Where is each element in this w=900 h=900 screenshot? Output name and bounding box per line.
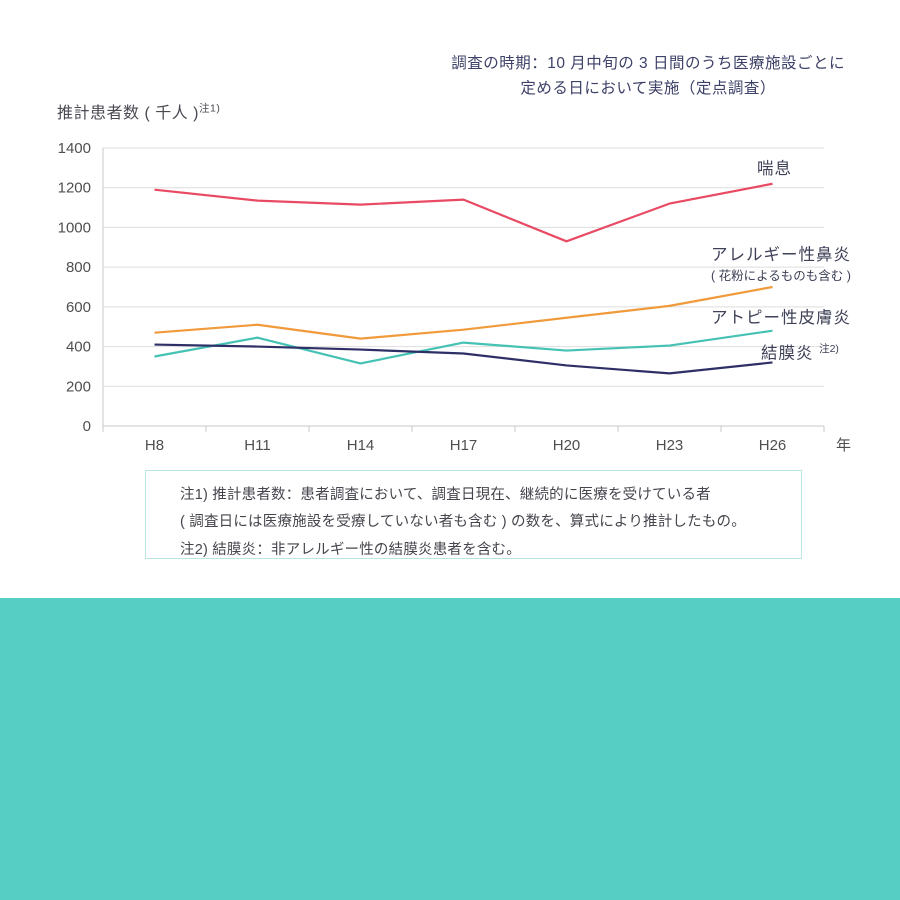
line-chart: 0 200 400 600 800 1000 1200 1400 H8 H11 H14 H17 H20 H… (58, 140, 851, 454)
series-label-atopic-text: アトピー性皮膚炎 (711, 309, 851, 327)
svg-text:200: 200 (66, 378, 91, 395)
svg-text:H17: H17 (450, 437, 478, 454)
svg-text:1000: 1000 (58, 219, 91, 236)
series-label-conjunctivitis-note-ref: 注2) (819, 343, 839, 355)
svg-text:H14: H14 (347, 437, 375, 454)
y-axis-title-note-ref: 注1) (199, 102, 221, 115)
svg-text:0: 0 (83, 418, 91, 435)
svg-text:H11: H11 (244, 437, 270, 454)
svg-text:H8: H8 (145, 437, 164, 454)
y-axis-title: 推計患者数 ( 千人 )注1) (57, 99, 220, 123)
svg-text:800: 800 (66, 259, 91, 276)
series-label-rhinitis-text: アレルギー性鼻炎 (711, 246, 851, 264)
series-label-asthma: 喘息 (757, 160, 792, 179)
svg-text:400: 400 (66, 339, 91, 356)
footnote-1-line1: 注1) 推計患者数：患者調査において、調査日現在、継続的に医療を受けている者 (180, 487, 711, 503)
series-label-conjunctivitis: 結膜炎 注2) (761, 340, 839, 364)
footnote-2: 注2) 結膜炎：非アレルギー性の結膜炎患者を含む。 (180, 542, 521, 558)
survey-period-note: 調査の時期：10 月中旬の 3 日間のうち医療施設ごとに 定める日において実施（… (451, 51, 845, 101)
title-banner: Allergies アレルギー疾患 推計患者数の年次推移 アレルギー疾患により医… (0, 598, 900, 900)
series-label-allergic-rhinitis: アレルギー性鼻炎 ( 花粉によるものも含む ) (711, 246, 851, 286)
svg-text:1200: 1200 (58, 180, 91, 197)
series-label-atopic-dermatitis: アトピー性皮膚炎 (711, 309, 851, 328)
footnotes-box: 注1) 推計患者数：患者調査において、調査日現在、継続的に医療を受けている者 (… (145, 470, 802, 559)
y-axis-title-text: 推計患者数 ( 千人 ) (57, 105, 199, 122)
svg-text:600: 600 (66, 299, 91, 316)
series-label-conjunctivitis-text: 結膜炎 (761, 344, 814, 363)
svg-text:1400: 1400 (58, 140, 91, 157)
series-label-asthma-text: 喘息 (757, 160, 792, 178)
chart-section: 調査の時期：10 月中旬の 3 日間のうち医療施設ごとに 定める日において実施（… (57, 51, 852, 559)
svg-text:H23: H23 (656, 437, 684, 454)
svg-text:H26: H26 (759, 437, 787, 454)
survey-period-line2: 定める日において実施（定点調査） (520, 80, 776, 97)
series-label-rhinitis-subnote: ( 花粉によるものも含む ) (711, 269, 851, 283)
footnote-1-line2: ( 調査日には医療施設を受療していない者も含む ) の数を、算式により推計したも… (180, 514, 746, 530)
svg-text:年: 年 (836, 437, 851, 454)
survey-period-line1: 調査の時期：10 月中旬の 3 日間のうち医療施設ごとに (451, 55, 845, 72)
svg-text:H20: H20 (553, 437, 581, 454)
